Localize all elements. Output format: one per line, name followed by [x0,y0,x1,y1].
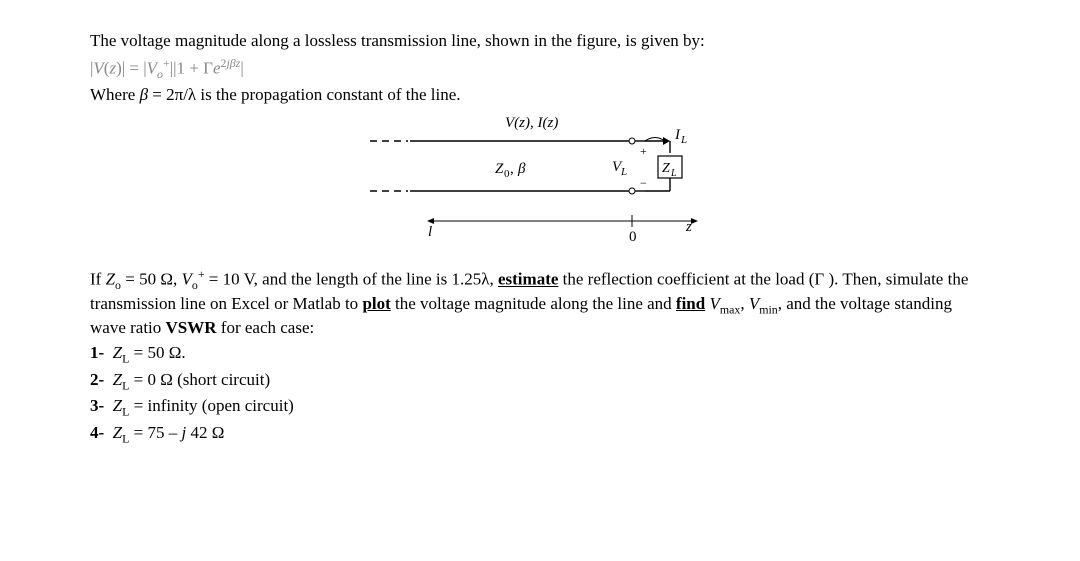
intro-text: The voltage magnitude along a lossless t… [90,30,990,53]
fig-vz-iz: V(z), I(z) [505,115,558,131]
transmission-line-figure: + − V(z), I(z) I L V L Z 0 , β Z L 0 z l [90,111,990,258]
cases-list: 1- ZL = 50 Ω. 2- ZL = 0 Ω (short circuit… [90,342,990,446]
where-prefix: Where [90,85,135,104]
tline-svg: + − V(z), I(z) I L V L Z 0 , β Z L 0 z l [340,111,740,251]
fig-il-label: I [674,127,681,143]
fig-zl-label: Z [662,161,670,176]
fig-z-axis: z [685,219,692,235]
svg-text:L: L [680,134,687,146]
where-line: Where β = 2π/λ is the propagation consta… [90,84,990,107]
voltage-equation: |V(z)| = |Vo+||1 + Γe2jβz| [90,55,990,82]
estimate-keyword: estimate [498,270,558,289]
fig-l-label: l [428,224,432,240]
find-keyword: find [676,294,705,313]
svg-text:L: L [620,166,627,178]
fig-zero: 0 [629,229,637,245]
svg-text:β: β [517,161,526,177]
svg-text:L: L [670,168,677,179]
case-1: 1- ZL = 50 Ω. [90,342,990,366]
case-2: 2- ZL = 0 Ω (short circuit) [90,369,990,393]
plot-keyword: plot [362,294,390,313]
svg-text:−: − [640,176,647,190]
case-3: 3- ZL = infinity (open circuit) [90,395,990,419]
fig-z0b-label: Z [495,161,504,177]
case-4: 4- ZL = 75 – j 42 Ω [90,422,990,446]
problem-statement: If Zo = 50 Ω, Vo+ = 10 V, and the length… [90,266,990,341]
svg-text:,: , [510,161,514,177]
svg-text:+: + [640,144,647,158]
vswr-keyword: VSWR [166,318,217,337]
